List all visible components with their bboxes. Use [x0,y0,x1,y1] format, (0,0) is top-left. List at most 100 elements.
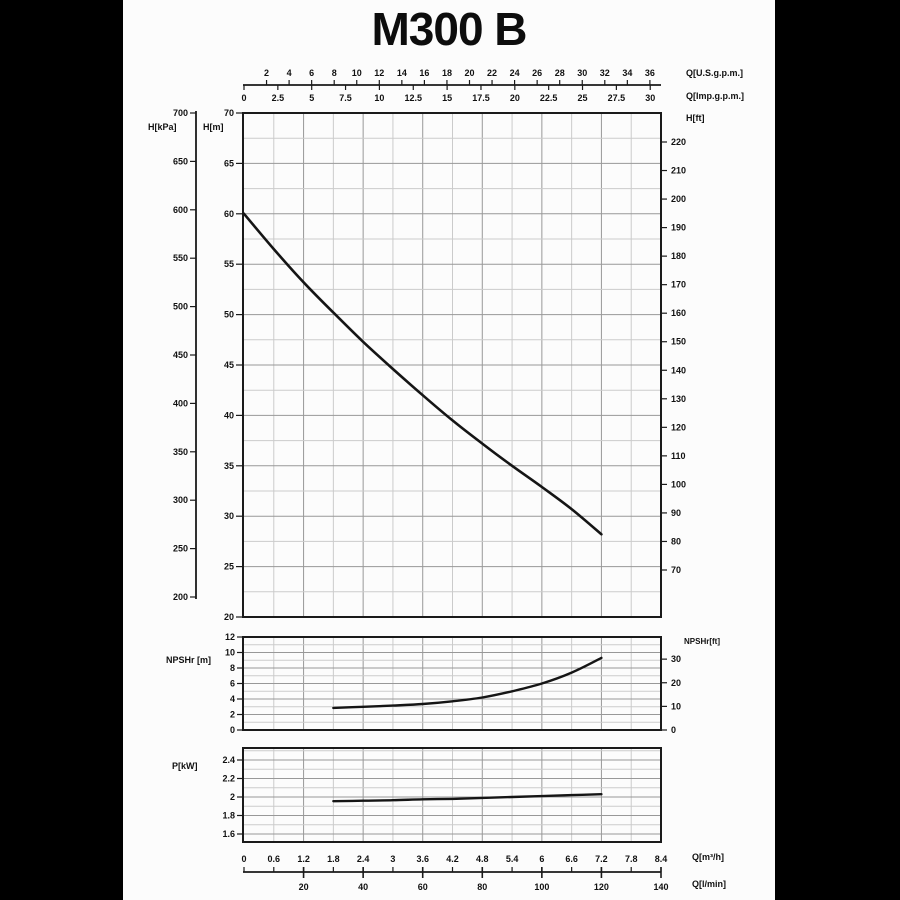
svg-text:20: 20 [510,93,520,103]
svg-text:0: 0 [241,854,246,864]
svg-text:50: 50 [224,310,234,320]
svg-text:600: 600 [173,205,188,215]
svg-text:0: 0 [671,725,676,735]
svg-text:65: 65 [224,158,234,168]
svg-text:8.4: 8.4 [655,854,668,864]
npshr-ft-axis-label: NPSHr[ft] [684,637,720,646]
svg-text:90: 90 [671,508,681,518]
svg-text:6: 6 [309,68,314,78]
svg-text:210: 210 [671,166,686,176]
svg-text:5.4: 5.4 [506,854,519,864]
flow-impgpm-axis-label: Q[Imp.g.p.m.] [686,91,744,101]
svg-text:2.4: 2.4 [357,854,370,864]
svg-text:150: 150 [671,337,686,347]
svg-text:700: 700 [173,108,188,118]
svg-text:40: 40 [224,410,234,420]
svg-text:500: 500 [173,302,188,312]
svg-text:4: 4 [287,68,292,78]
svg-text:1.8: 1.8 [222,811,235,821]
power-kw-axis-label: P[kW] [172,761,198,771]
svg-text:300: 300 [173,495,188,505]
npshr-m-axis-label: NPSHr [m] [166,655,212,665]
pressure-kpa-axis-label: H[kPa] [148,122,177,132]
svg-text:3.6: 3.6 [416,854,429,864]
svg-text:6: 6 [230,679,235,689]
svg-text:12: 12 [374,68,384,78]
svg-text:160: 160 [671,308,686,318]
svg-text:15: 15 [442,93,452,103]
svg-text:400: 400 [173,398,188,408]
svg-text:22: 22 [487,68,497,78]
svg-text:220: 220 [671,137,686,147]
svg-text:35: 35 [224,461,234,471]
svg-text:170: 170 [671,280,686,290]
svg-text:80: 80 [671,536,681,546]
svg-text:22.5: 22.5 [540,93,558,103]
svg-text:7.2: 7.2 [595,854,608,864]
svg-text:26: 26 [532,68,542,78]
svg-text:60: 60 [224,209,234,219]
svg-text:140: 140 [653,882,668,892]
svg-text:110: 110 [671,451,686,461]
svg-text:550: 550 [173,253,188,263]
chart-paper-background [123,0,775,900]
svg-text:16: 16 [419,68,429,78]
svg-text:70: 70 [671,565,681,575]
svg-text:80: 80 [477,882,487,892]
svg-text:70: 70 [224,108,234,118]
svg-text:34: 34 [622,68,632,78]
svg-text:1.8: 1.8 [327,854,340,864]
svg-text:10: 10 [352,68,362,78]
svg-text:2: 2 [264,68,269,78]
svg-text:5: 5 [309,93,314,103]
svg-text:27.5: 27.5 [608,93,626,103]
svg-text:2: 2 [230,792,235,802]
svg-text:0: 0 [230,725,235,735]
svg-text:28: 28 [555,68,565,78]
svg-text:120: 120 [671,422,686,432]
svg-text:6.6: 6.6 [565,854,578,864]
svg-text:55: 55 [224,259,234,269]
svg-text:60: 60 [418,882,428,892]
svg-text:17.5: 17.5 [472,93,490,103]
svg-text:24: 24 [510,68,520,78]
svg-text:8: 8 [332,68,337,78]
svg-text:45: 45 [224,360,234,370]
svg-text:12.5: 12.5 [404,93,422,103]
svg-text:10: 10 [671,701,681,711]
page-title: M300 B [371,3,527,55]
svg-text:140: 140 [671,365,686,375]
svg-text:200: 200 [173,592,188,602]
svg-text:10: 10 [225,648,235,658]
svg-text:30: 30 [671,654,681,664]
head-m-axis-label: H[m] [203,122,224,132]
svg-text:190: 190 [671,223,686,233]
svg-text:250: 250 [173,544,188,554]
svg-text:2.5: 2.5 [272,93,285,103]
svg-text:30: 30 [645,93,655,103]
svg-text:4: 4 [230,694,235,704]
svg-text:14: 14 [397,68,407,78]
svg-text:8: 8 [230,663,235,673]
svg-text:20: 20 [671,678,681,688]
svg-text:36: 36 [645,68,655,78]
svg-text:2: 2 [230,710,235,720]
svg-text:25: 25 [224,562,234,572]
head-ft-axis-label: H[ft] [686,113,705,123]
svg-text:20: 20 [224,612,234,622]
svg-text:4.8: 4.8 [476,854,489,864]
svg-text:100: 100 [534,882,549,892]
svg-text:1.6: 1.6 [222,829,235,839]
svg-text:650: 650 [173,156,188,166]
svg-text:12: 12 [225,632,235,642]
svg-text:4.2: 4.2 [446,854,459,864]
svg-text:120: 120 [594,882,609,892]
flow-usgpm-axis-label: Q[U.S.g.p.m.] [686,68,743,78]
svg-text:18: 18 [442,68,452,78]
svg-text:7.8: 7.8 [625,854,638,864]
svg-text:7.5: 7.5 [339,93,352,103]
svg-text:3: 3 [390,854,395,864]
svg-text:1.2: 1.2 [297,854,310,864]
